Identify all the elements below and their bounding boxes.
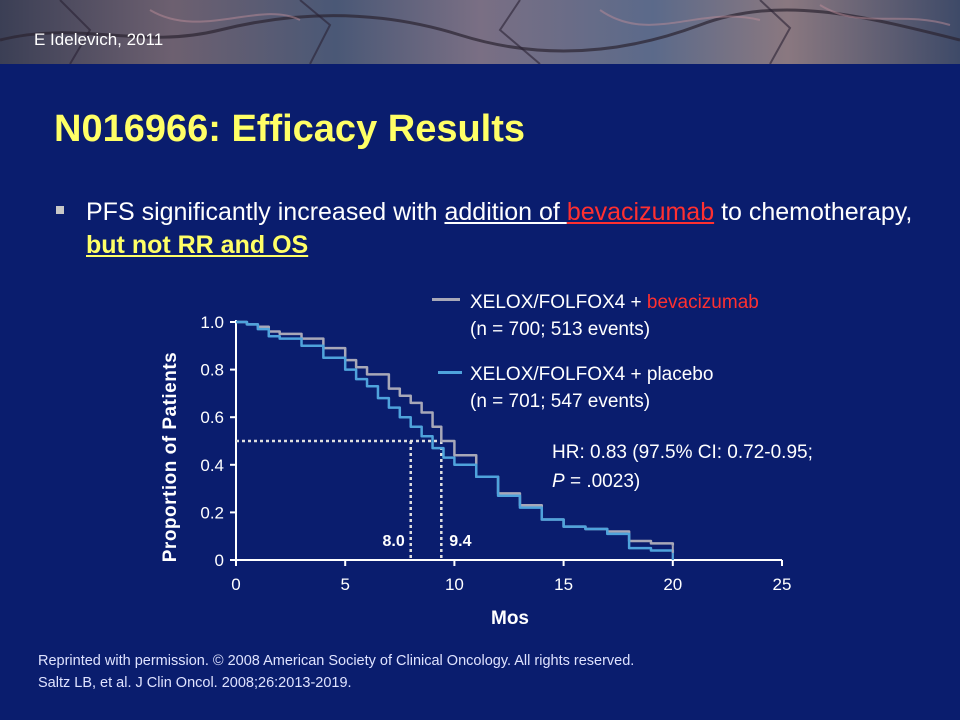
legend-prefix: XELOX/FOLFOX4 +: [470, 292, 647, 313]
hazard-ratio-annotation: HR: 0.83 (97.5% CI: 0.72-0.95; P = .0023…: [552, 438, 813, 496]
hr-line-1: HR: 0.83 (97.5% CI: 0.72-0.95;: [552, 442, 813, 463]
x-tick-label: 15: [554, 575, 573, 594]
x-axis-label: Mos: [491, 608, 529, 629]
x-tick-label: 0: [231, 575, 240, 594]
y-tick-label: 0.4: [200, 456, 224, 475]
bullet-part-4: to chemotherapy,: [714, 198, 913, 226]
series-line: [236, 320, 675, 553]
legend-drug: placebo: [646, 364, 714, 385]
legend-line-bevacizumab: [432, 298, 460, 301]
legend-item-bevacizumab: XELOX/FOLFOX4 + bevacizumab (n = 700; 51…: [470, 289, 759, 343]
footnote-line-1: Reprinted with permission. © 2008 Americ…: [38, 653, 635, 669]
legend-line-placebo: [438, 371, 462, 374]
footnote: Reprinted with permission. © 2008 Americ…: [38, 650, 634, 694]
author-label: E Idelevich, 2011: [34, 30, 164, 49]
bullet-drug: bevacizumab: [566, 198, 715, 226]
y-axis-label: Proportion of Patients: [160, 351, 181, 563]
y-tick-label: 1.0: [200, 313, 224, 332]
hr-p-value: = .0023): [564, 471, 641, 492]
legend-prefix: XELOX/FOLFOX4 +: [470, 364, 647, 385]
hr-p-label: P: [552, 471, 565, 492]
x-tick-label: 10: [445, 575, 464, 594]
legend-item-placebo: XELOX/FOLFOX4 + placebo (n = 701; 547 ev…: [470, 361, 713, 415]
y-tick-label: 0.8: [200, 361, 224, 380]
series-line: [236, 320, 675, 546]
legend-detail: (n = 700; 513 events): [470, 319, 651, 340]
bullet-marker: [56, 206, 64, 214]
legend-detail: (n = 701; 547 events): [470, 391, 651, 412]
bullet-part-2: addition of: [444, 198, 567, 226]
x-tick-label: 25: [773, 575, 792, 594]
y-tick-label: 0.2: [200, 503, 224, 522]
x-tick-label: 5: [340, 575, 349, 594]
legend-drug: bevacizumab: [646, 292, 759, 313]
median-label: 8.0: [382, 533, 404, 550]
y-tick-label: 0.6: [200, 408, 224, 427]
bullet-highlight: but not RR and OS: [86, 231, 309, 259]
bullet-text: PFS significantly increased with additio…: [86, 196, 916, 262]
branches-decoration: [0, 0, 960, 64]
y-tick-label: 0: [215, 551, 224, 570]
median-label: 9.4: [449, 533, 471, 550]
slide-title: N016966: Efficacy Results: [54, 108, 526, 150]
header-banner-image: E Idelevich, 2011: [0, 0, 960, 64]
bullet-part-1: PFS significantly increased with: [86, 198, 445, 226]
footnote-line-2: Saltz LB, et al. J Clin Oncol. 2008;26:2…: [38, 675, 352, 691]
x-tick-label: 20: [663, 575, 682, 594]
